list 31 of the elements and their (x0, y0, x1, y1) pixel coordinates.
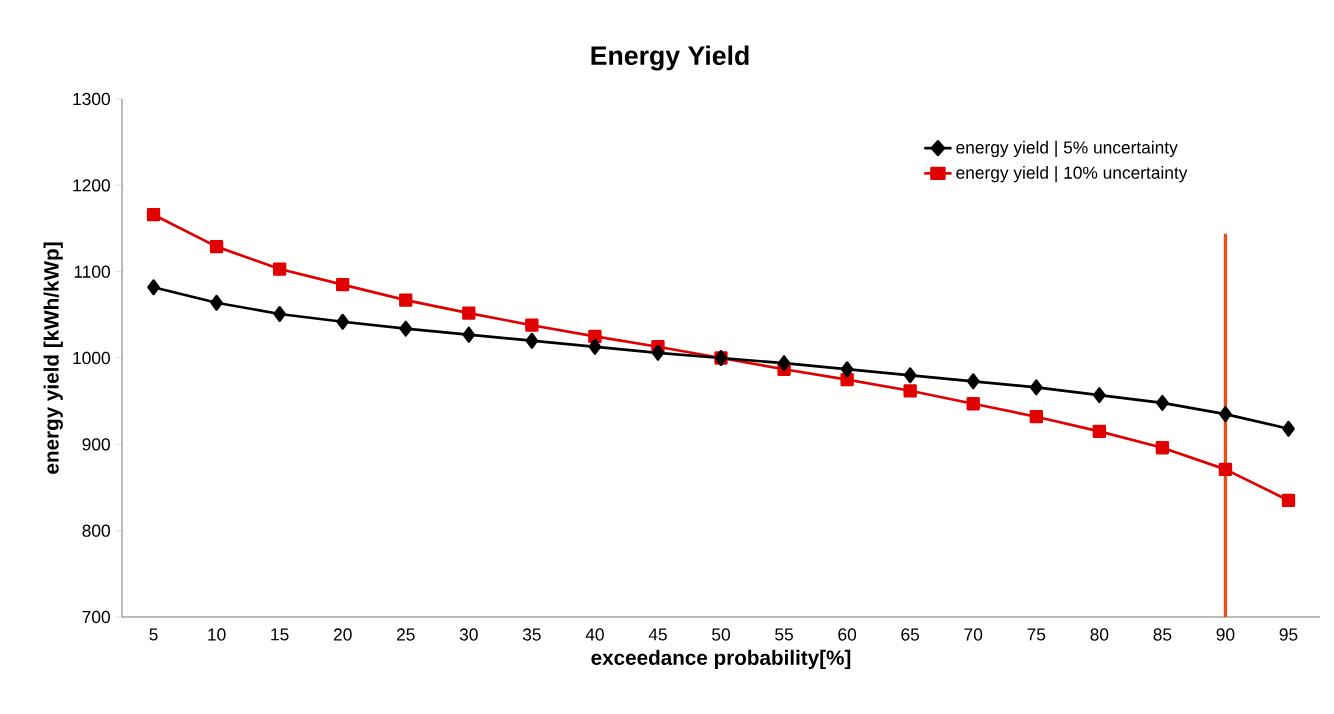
x-tick-label: 50 (712, 628, 730, 641)
y-tick-label: 900 (82, 438, 110, 451)
x-tick-label: 95 (1279, 628, 1298, 641)
x-tick-label: 10 (208, 628, 226, 641)
x-tick-label: 75 (1027, 628, 1046, 641)
y-tick-label: 800 (82, 524, 110, 537)
x-tick-label: 20 (333, 628, 352, 641)
x-tick-label: 55 (775, 628, 793, 641)
chart-title: Energy Yield (591, 45, 749, 71)
legend-label: energy yield | 10% uncertainty (956, 166, 1188, 183)
x-tick-label: 40 (585, 628, 604, 641)
x-tick-label: 15 (271, 628, 289, 641)
x-tick-label: 70 (964, 628, 983, 641)
y-tick-label: 1000 (73, 351, 110, 365)
y-tick-label: 700 (82, 610, 110, 624)
y-tick-label: 1100 (74, 265, 110, 278)
x-tick-label: 30 (459, 628, 478, 641)
y-axis-title: energy yield [kWh/kWp] (43, 242, 63, 474)
legend-label: energy yield | 5% uncertainty (956, 140, 1178, 158)
x-tick-label: 45 (648, 628, 667, 641)
x-tick-label: 5 (149, 628, 158, 641)
x-tick-label: 90 (1216, 628, 1235, 641)
y-tick-label: 1200 (73, 179, 110, 192)
x-tick-label: 60 (838, 628, 857, 641)
x-tick-label: 85 (1153, 628, 1172, 641)
y-tick-label: 1300 (73, 92, 110, 106)
x-tick-label: 80 (1090, 628, 1109, 641)
x-tick-label: 25 (396, 628, 415, 641)
x-tick-label: 35 (522, 628, 541, 641)
x-tick-label: 65 (901, 628, 920, 641)
x-axis-title: exceedance probability[%] (591, 649, 851, 670)
